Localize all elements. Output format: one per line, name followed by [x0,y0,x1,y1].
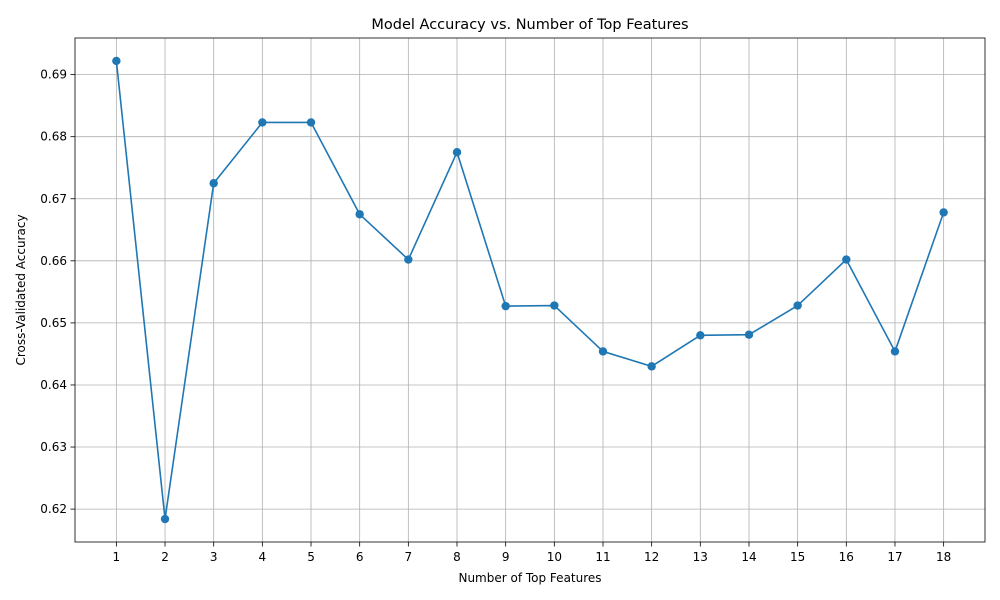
y-tick-label: 0.62 [40,502,67,516]
data-point-marker [939,208,948,217]
y-tick-label: 0.64 [40,378,67,392]
y-axis-label: Cross-Validated Accuracy [14,214,28,365]
x-tick-label: 16 [839,550,854,564]
data-point-marker [160,514,170,524]
series-line [115,60,945,520]
data-point-marker [842,255,851,264]
y-tick-label: 0.66 [40,254,67,268]
x-tick-label: 14 [741,550,756,564]
data-point-marker [696,331,705,340]
x-tick-label: 13 [693,550,708,564]
y-tick-label: 0.69 [40,68,67,82]
plot-area-frame [74,37,986,543]
data-point-marker [744,330,754,339]
y-tick-label: 0.63 [40,440,67,454]
y-tick-label: 0.68 [40,130,67,144]
data-point-marker [452,148,462,157]
data-point-marker [890,347,900,356]
x-tick-label: 1 [113,550,121,564]
x-tick-label: 6 [356,550,364,564]
data-point-marker [209,179,218,188]
x-tick-label: 8 [453,550,461,564]
data-point-marker [793,301,802,310]
x-tick-label: 17 [887,550,902,564]
data-point-marker [404,255,413,264]
data-point-marker [306,118,316,127]
grid-lines [75,38,985,542]
x-axis-label: Number of Top Features [458,571,601,585]
x-tick-label: 5 [307,550,315,564]
data-point-marker [598,347,608,356]
x-tick-label: 15 [790,550,805,564]
data-point-marker [550,301,559,310]
axis-ticks: 1 2 3 4 5 6 7 8 9 10 11 12 13 14 15 16 17 180.620.630.640… [40,68,951,564]
data-point-marker [647,362,656,371]
series-layer [112,56,948,524]
x-tick-label: 7 [405,550,413,564]
data-point-marker [258,118,267,127]
x-tick-label: 2 [161,550,169,564]
data-point-marker [355,210,364,219]
data-point-marker [501,301,510,311]
data-point-marker [112,56,121,66]
x-tick-label: 10 [547,550,562,564]
x-tick-label: 18 [936,550,951,564]
chart-title: Model Accuracy vs. Number of Top Feature… [371,17,688,33]
x-tick-label: 3 [210,550,218,564]
x-tick-label: 11 [595,550,610,564]
x-tick-label: 4 [259,550,267,564]
x-tick-label: 12 [644,550,659,564]
y-tick-label: 0.65 [40,316,67,330]
y-tick-label: 0.67 [40,192,67,206]
x-tick-label: 9 [502,550,510,564]
